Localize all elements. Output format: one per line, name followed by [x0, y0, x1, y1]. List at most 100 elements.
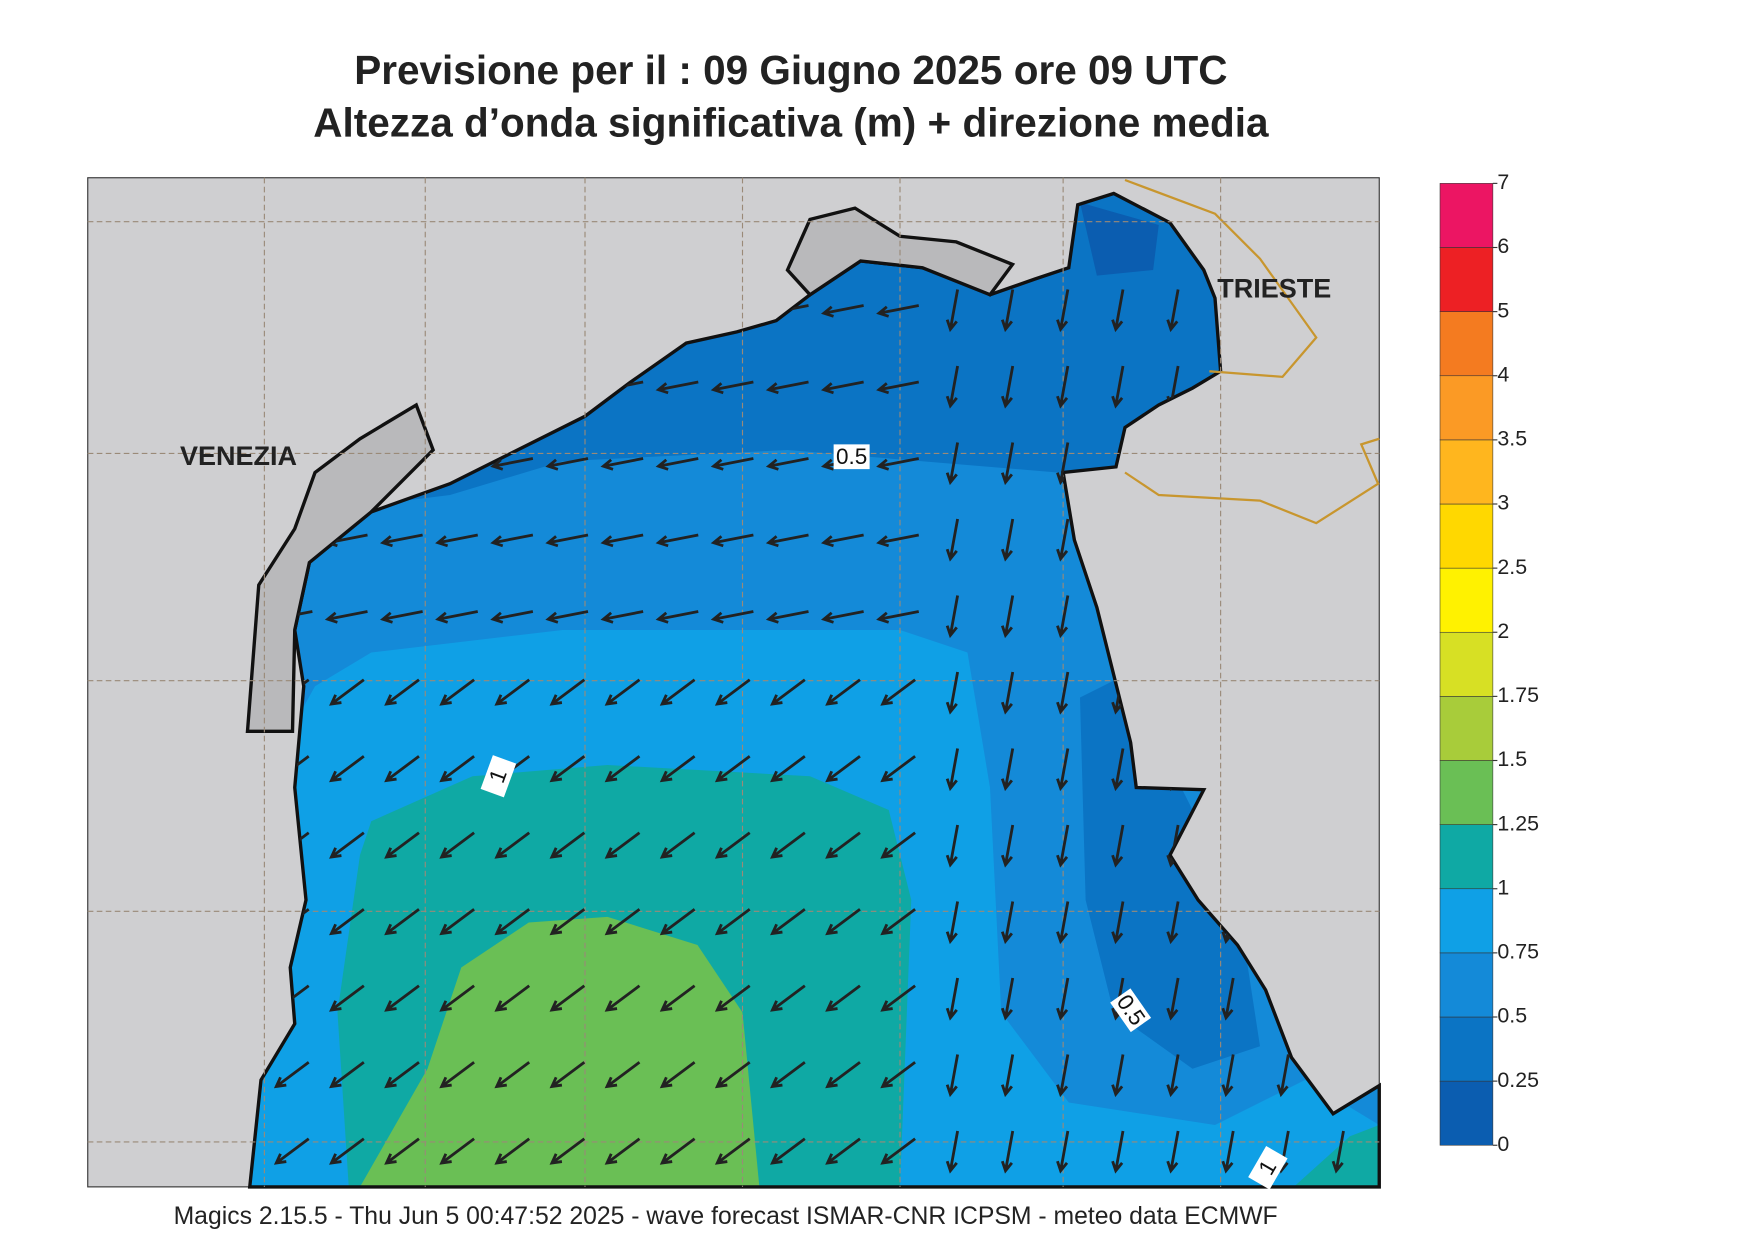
arrow: [549, 1061, 586, 1089]
arrow: [1056, 1054, 1070, 1098]
arrow: [384, 908, 420, 936]
arrow: [549, 908, 586, 936]
arrow: [880, 908, 916, 936]
arrow: [439, 755, 475, 783]
arrow: [945, 748, 959, 792]
arrow: [710, 610, 754, 624]
arrow: [604, 984, 641, 1012]
arrow: [1166, 1130, 1180, 1174]
arrow: [659, 908, 696, 936]
arrow: [820, 610, 864, 624]
arrow: [549, 1137, 586, 1165]
arrow: [945, 365, 959, 409]
arrow: [1000, 289, 1015, 333]
arrow: [1056, 748, 1070, 792]
arrow: [820, 533, 864, 548]
colorbar-tick-label: 2: [1497, 619, 1509, 643]
arrow: [655, 610, 699, 624]
arrow: [384, 831, 420, 859]
arrow: [714, 1061, 751, 1089]
arrow: [880, 1061, 916, 1089]
arrow: [655, 380, 699, 395]
arrow: [435, 610, 479, 624]
wave-band: [1080, 675, 1260, 1069]
map: VENEZIA TRIESTE 0.510.51: [87, 177, 1381, 1190]
arrow: [880, 755, 916, 783]
arrow: [1000, 748, 1015, 792]
arrow: [659, 984, 696, 1012]
contour-label-text: 0.5: [836, 444, 867, 469]
arrow: [1166, 977, 1180, 1021]
arrow: [1000, 442, 1015, 486]
arrow: [770, 908, 806, 936]
colorbar-band: [1439, 760, 1494, 825]
arrow: [384, 984, 420, 1012]
border: [1124, 437, 1380, 525]
arrow: [714, 755, 751, 783]
arrow: [384, 678, 420, 706]
arrow: [765, 380, 809, 395]
arrow: [549, 755, 586, 783]
colorbar-band: [1439, 439, 1494, 505]
arrow: [945, 595, 959, 639]
arrow: [490, 457, 534, 471]
arrow: [604, 1061, 641, 1089]
arrow: [1221, 1054, 1235, 1098]
arrow: [825, 678, 861, 706]
arrow: [329, 1137, 365, 1165]
arrow: [1166, 901, 1180, 945]
arrow: [1056, 977, 1070, 1021]
border: [1124, 178, 1318, 379]
colorbar-tick-label: 7: [1497, 170, 1509, 194]
arrow: [1056, 289, 1070, 333]
contour-label: 1: [1248, 1145, 1288, 1190]
arrow: [945, 1130, 959, 1174]
arrow: [765, 610, 809, 624]
arrow: [765, 533, 809, 548]
colorbar-tick-label: 0.25: [1497, 1068, 1539, 1092]
arrow: [820, 380, 864, 395]
arrow: [379, 610, 423, 624]
arrow: [494, 908, 531, 936]
arrow: [549, 984, 586, 1012]
wave-band: [1080, 202, 1159, 276]
arrow: [1000, 977, 1015, 1021]
colorbar-tick-label: 2.5: [1497, 555, 1527, 579]
arrow: [659, 1137, 696, 1165]
colorbar-band: [1439, 1080, 1494, 1146]
arrow: [490, 533, 534, 548]
arrow: [945, 1054, 959, 1098]
colorbar-tick-label: 3.5: [1497, 427, 1527, 451]
label-bg: [1248, 1145, 1288, 1190]
arrow: [1056, 671, 1070, 715]
arrow: [659, 678, 696, 706]
arrow: [1166, 1054, 1180, 1098]
arrow: [384, 1137, 420, 1165]
arrow: [439, 1061, 475, 1089]
arrow: [710, 457, 754, 471]
arrow: [825, 908, 861, 936]
arrow: [945, 518, 959, 562]
arrow: [1111, 824, 1125, 868]
label-bg: [480, 755, 517, 798]
arrow: [1056, 595, 1070, 639]
arrow: [1056, 518, 1070, 562]
arrow: [1000, 518, 1015, 562]
contour-label: 1: [480, 755, 517, 798]
arrow: [494, 1061, 531, 1089]
colorbar-band: [1439, 247, 1494, 312]
arrow: [384, 1061, 420, 1089]
arrow: [880, 1137, 916, 1165]
arrow: [329, 678, 365, 706]
arrow: [770, 1061, 806, 1089]
arrow: [1331, 1130, 1345, 1174]
arrow: [439, 908, 475, 936]
arrow: [945, 901, 959, 945]
arrow: [655, 533, 699, 548]
colorbar-tick-label: 0.75: [1497, 940, 1539, 964]
arrow: [945, 289, 959, 333]
colorbar-band: [1439, 503, 1494, 569]
arrow: [600, 457, 644, 471]
arrow: [545, 610, 589, 624]
colorbar-tick-label: 1.75: [1497, 683, 1539, 707]
